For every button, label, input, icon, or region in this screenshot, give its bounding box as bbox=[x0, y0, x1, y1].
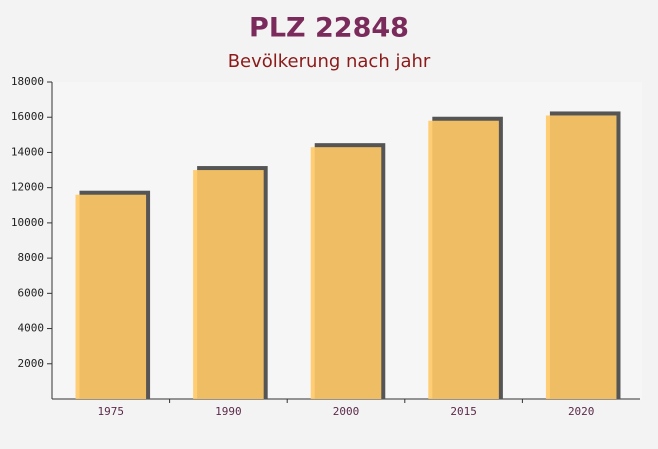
bar bbox=[193, 170, 264, 399]
y-tick-label: 16000 bbox=[11, 110, 44, 123]
y-tick-label: 12000 bbox=[11, 181, 44, 194]
x-tick-label: 2015 bbox=[450, 405, 477, 418]
y-tick-label: 2000 bbox=[18, 357, 45, 370]
x-tick-label: 1990 bbox=[215, 405, 242, 418]
x-tick-label: 1975 bbox=[98, 405, 125, 418]
chart-title: PLZ 22848 bbox=[249, 13, 409, 44]
bar bbox=[428, 120, 499, 399]
y-tick-label: 4000 bbox=[18, 322, 45, 335]
y-tick-label: 10000 bbox=[11, 216, 44, 229]
bar bbox=[75, 194, 147, 399]
x-tick-label: 2020 bbox=[568, 405, 595, 418]
y-tick-label: 14000 bbox=[11, 145, 44, 158]
y-tick-label: 8000 bbox=[18, 251, 45, 264]
bar bbox=[545, 115, 617, 399]
y-tick-label: 6000 bbox=[18, 286, 45, 299]
bar bbox=[310, 147, 382, 399]
x-tick-label: 2000 bbox=[333, 405, 360, 418]
chart-subtitle: Bevölkerung nach jahr bbox=[228, 51, 431, 72]
y-tick-label: 18000 bbox=[11, 75, 44, 88]
